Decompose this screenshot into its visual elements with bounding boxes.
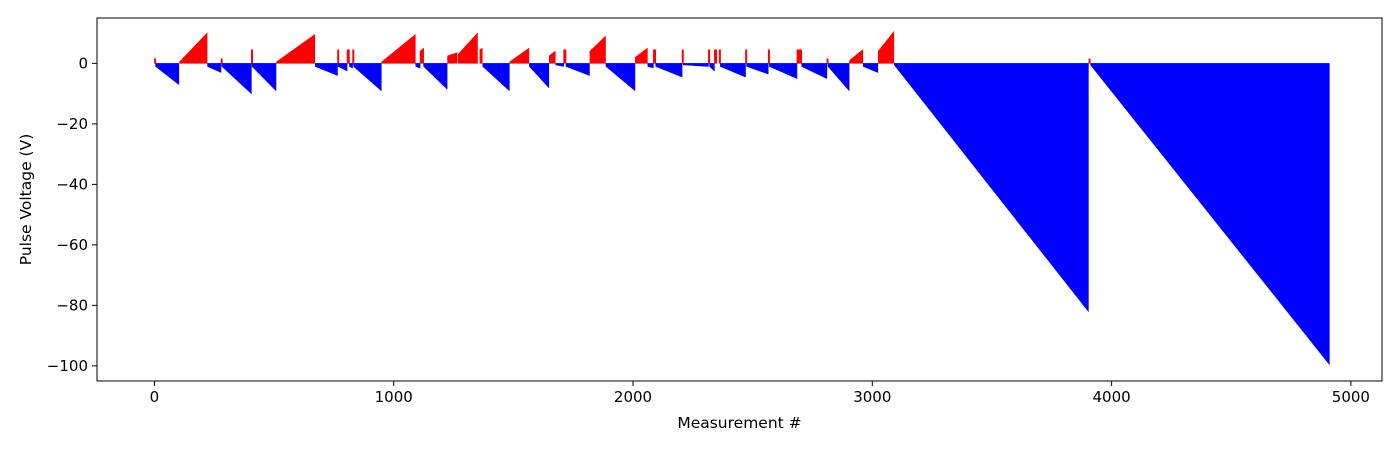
negative-pulse-bars-21 bbox=[769, 63, 798, 79]
positive-pulse-bars-2 bbox=[220, 58, 223, 64]
chart-axes: 0 1000 2000 3000 4000 5000 0 −20 −40 −60 −80 −100 bbox=[47, 54, 1370, 406]
x-tick-label-3000: 3000 bbox=[853, 388, 891, 406]
positive-pulse-bars-29 bbox=[1088, 58, 1091, 64]
positive-pulse-bars-18 bbox=[653, 49, 657, 64]
negative-pulse-bars-16 bbox=[655, 63, 683, 78]
negative-pulse-bars-6 bbox=[349, 63, 353, 69]
negative-pulse-bars-9 bbox=[423, 63, 448, 90]
positive-pulse-bars-0 bbox=[154, 58, 157, 64]
negative-pulse-bars-19 bbox=[720, 63, 746, 78]
positive-pulse-bars-24 bbox=[767, 49, 770, 64]
negative-pulse-bars-15 bbox=[647, 63, 654, 69]
negative-pulse-bars-4 bbox=[314, 63, 338, 76]
positive-pulse-bars-23 bbox=[745, 49, 748, 64]
positive-pulse-bars-9 bbox=[419, 47, 424, 64]
negative-pulse-bars-18 bbox=[709, 63, 715, 72]
negative-pulse-bars-3 bbox=[251, 63, 277, 92]
y-tick-label--60: −60 bbox=[56, 236, 88, 254]
positive-pulse-bars-20 bbox=[708, 49, 711, 64]
positive-pulse-bars-8 bbox=[381, 34, 416, 64]
x-tick-label-4000: 4000 bbox=[1093, 388, 1131, 406]
y-tick-label--40: −40 bbox=[56, 175, 88, 193]
y-tick-label--80: −80 bbox=[56, 296, 88, 314]
negative-pulse-bars-17 bbox=[682, 63, 709, 67]
negative-pulse-bars-24 bbox=[862, 63, 879, 73]
positive-pulse-bars-10 bbox=[447, 52, 458, 64]
negative-pulse-bars-0 bbox=[155, 63, 180, 86]
y-tick-label--100: −100 bbox=[47, 357, 88, 375]
positive-pulse-bars-27 bbox=[849, 49, 864, 64]
negative-pulse-bars-10 bbox=[482, 63, 510, 92]
negative-pulse-bars-2 bbox=[221, 63, 252, 95]
negative-pulse-bars-25 bbox=[894, 63, 1089, 313]
negative-pulse-bars-23 bbox=[827, 63, 850, 92]
positive-pulse-bars-1 bbox=[179, 32, 208, 64]
negative-pulse-bars-22 bbox=[801, 63, 828, 79]
positive-pulse-bars-14 bbox=[548, 50, 556, 64]
positive-pulse-bars-4 bbox=[276, 34, 316, 64]
positive-pulse-bars-13 bbox=[509, 47, 530, 64]
positive-pulse-bars-28 bbox=[877, 30, 895, 64]
negative-pulse-bars-5 bbox=[337, 63, 348, 72]
y-axis-label: Pulse Voltage (V) bbox=[17, 134, 35, 266]
negative-pulse-bars-26 bbox=[1090, 63, 1330, 366]
positive-pulse-bars-11 bbox=[458, 32, 478, 64]
negative-pulse-bars-13 bbox=[565, 63, 590, 76]
negative-pulse-bars-1 bbox=[207, 63, 222, 73]
negative-pulse-bars-12 bbox=[555, 63, 564, 67]
x-tick-label-5000: 5000 bbox=[1332, 388, 1370, 406]
positive-pulse-bars-21 bbox=[714, 49, 718, 64]
positive-pulse-bars-15 bbox=[563, 49, 567, 64]
positive-pulse-bars-26 bbox=[826, 58, 829, 64]
positive-pulse-bars-17 bbox=[635, 47, 648, 64]
chart-marks bbox=[154, 30, 1330, 366]
positive-pulse-bars-22 bbox=[718, 49, 721, 64]
negative-pulse-bars-14 bbox=[605, 63, 636, 92]
plot-frame bbox=[96, 17, 1383, 382]
x-tick-label-2000: 2000 bbox=[614, 388, 652, 406]
negative-pulse-bars-7 bbox=[353, 63, 382, 92]
positive-pulse-bars-19 bbox=[681, 49, 684, 64]
positive-pulse-bars-7 bbox=[352, 49, 355, 64]
positive-pulse-bars-16 bbox=[589, 35, 606, 64]
x-axis-label: Measurement # bbox=[677, 414, 801, 432]
positive-pulse-bars-12 bbox=[479, 47, 483, 64]
y-tick-label--20: −20 bbox=[56, 115, 88, 133]
positive-pulse-bars-6 bbox=[346, 49, 350, 64]
x-tick-label-1000: 1000 bbox=[375, 388, 413, 406]
negative-pulse-bars-8 bbox=[415, 63, 421, 69]
y-tick-label-0: 0 bbox=[78, 54, 88, 72]
x-tick-label-0: 0 bbox=[150, 388, 160, 406]
positive-pulse-bars-5 bbox=[337, 49, 340, 64]
negative-pulse-bars-11 bbox=[529, 63, 550, 89]
positive-pulse-bars-3 bbox=[251, 49, 254, 64]
positive-pulse-bars-25 bbox=[796, 49, 803, 64]
negative-pulse-bars-20 bbox=[746, 63, 769, 75]
